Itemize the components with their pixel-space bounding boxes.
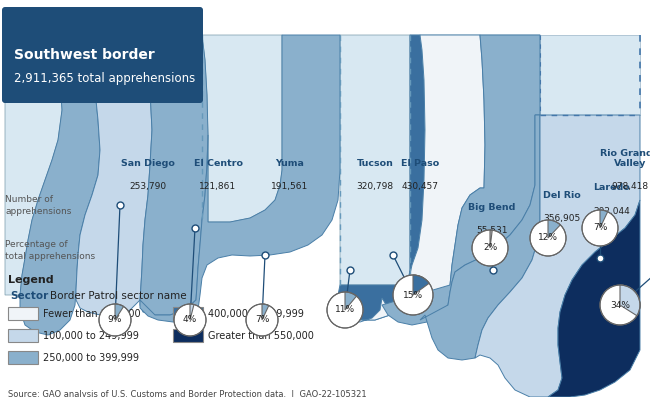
Wedge shape [600,210,608,228]
Circle shape [327,292,363,328]
Text: 978,418: 978,418 [612,182,649,191]
Text: 7%: 7% [255,316,269,324]
Text: 2,911,365 total apprehensions: 2,911,365 total apprehensions [14,72,195,85]
Text: 34%: 34% [610,301,630,310]
Text: 12%: 12% [538,233,558,243]
Polygon shape [340,35,485,322]
Text: 253,790: 253,790 [129,182,166,191]
Polygon shape [5,15,62,295]
Text: Del Rio: Del Rio [543,191,581,200]
Text: Source: GAO analysis of U.S. Customs and Border Protection data.  |  GAO-22-1053: Source: GAO analysis of U.S. Customs and… [8,390,367,397]
Text: 15%: 15% [403,291,423,299]
Polygon shape [338,35,425,320]
Text: 9%: 9% [108,316,122,324]
Text: 121,861: 121,861 [200,182,237,191]
FancyBboxPatch shape [2,7,203,103]
Text: 4%: 4% [183,316,197,324]
Text: Percentage of
total apprehensions: Percentage of total apprehensions [5,240,95,261]
Circle shape [600,285,640,325]
Bar [8,307,38,320]
Text: 2%: 2% [483,243,497,252]
Circle shape [530,220,566,256]
Polygon shape [88,35,282,222]
Text: Greater than 550,000: Greater than 550,000 [208,330,314,341]
Polygon shape [140,35,208,315]
Bar [8,329,38,342]
Text: Legend: Legend [8,275,53,285]
Circle shape [582,210,618,246]
Text: Laredo: Laredo [593,183,630,192]
Text: El Centro: El Centro [194,159,242,168]
Bar [173,329,203,342]
Text: Tucson: Tucson [357,159,393,168]
Bar [173,307,203,320]
Circle shape [99,304,131,336]
Polygon shape [548,200,640,397]
Text: 202,044: 202,044 [593,207,630,216]
Wedge shape [413,275,429,295]
Text: 100,000 to 249,999: 100,000 to 249,999 [43,330,139,341]
Circle shape [246,304,278,336]
Text: 7%: 7% [593,224,607,233]
Text: 55,531: 55,531 [476,226,508,235]
Circle shape [472,230,508,266]
Polygon shape [420,115,540,360]
Polygon shape [540,35,640,115]
Text: Southwest border: Southwest border [14,48,155,62]
Wedge shape [490,230,492,248]
Text: 356,905: 356,905 [543,214,580,223]
Polygon shape [140,35,340,322]
Text: Sector: Sector [10,291,48,301]
Wedge shape [548,220,560,238]
Polygon shape [410,35,540,298]
Text: 191,561: 191,561 [272,182,309,191]
Polygon shape [382,35,540,325]
Wedge shape [345,292,356,310]
Text: 11%: 11% [335,306,355,314]
Wedge shape [190,304,194,320]
Polygon shape [76,35,152,315]
Bar [8,351,38,364]
Text: Yuma: Yuma [276,159,304,168]
Polygon shape [340,35,410,285]
Text: 320,798: 320,798 [356,182,393,191]
Text: Number of
apprehensions: Number of apprehensions [5,195,72,216]
Text: San Diego: San Diego [121,159,175,168]
Circle shape [393,275,433,315]
Text: Rio Grande
Valley: Rio Grande Valley [601,148,650,168]
Text: Big Bend: Big Bend [468,203,515,212]
Text: 250,000 to 399,999: 250,000 to 399,999 [43,353,139,362]
Circle shape [174,304,206,336]
Wedge shape [620,285,640,316]
Wedge shape [115,304,124,320]
Polygon shape [20,35,100,335]
Wedge shape [262,304,269,320]
Text: 400,000 to 549,999: 400,000 to 549,999 [208,308,304,318]
Polygon shape [475,115,640,397]
Text: 430,457: 430,457 [402,182,439,191]
Text: Fewer than 100,000: Fewer than 100,000 [43,308,140,318]
Text: Border Patrol sector name: Border Patrol sector name [50,291,187,301]
Text: El Paso: El Paso [401,159,439,168]
